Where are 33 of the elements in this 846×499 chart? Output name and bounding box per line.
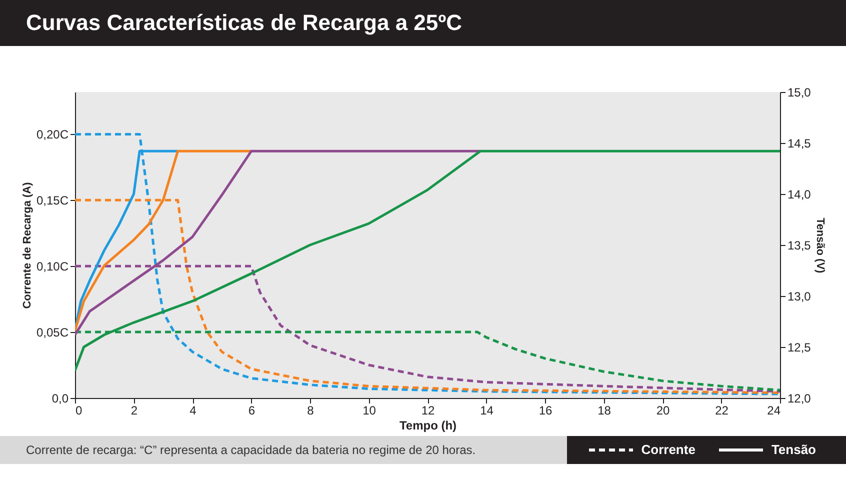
x-tick-label: 10 (362, 404, 376, 418)
chart-title: Curvas Características de Recarga a 25ºC (0, 0, 846, 46)
x-tick-label: 18 (598, 404, 612, 418)
line-series (75, 132, 780, 396)
y2-tick-label: 14,0 (788, 188, 812, 202)
y2-tick-label: 15,0 (788, 86, 812, 100)
x-tick-label: 16 (538, 404, 552, 418)
y-tick-label: 0,15C (36, 194, 69, 208)
x-axis-title: Tempo (h) (399, 418, 457, 432)
x-tick-label: 2 (130, 404, 138, 418)
y2-tick-label: 14,5 (788, 136, 812, 150)
x-tick-label: 8 (307, 404, 314, 418)
x-tick-label: 14 (480, 404, 494, 418)
y2-tick-label: 13,5 (788, 238, 812, 252)
y-axis-title: Corrente de Recarga (A) (21, 182, 34, 309)
y-tick-label: 0,10C (36, 260, 69, 274)
x-tick-label: 4 (190, 404, 197, 418)
text: Tensão (771, 441, 816, 459)
y2-tick-label: 12,0 (788, 392, 812, 406)
y-tick-label: 0,05C (36, 326, 69, 340)
y-tick-label: 0,0 (52, 392, 69, 406)
y-tick-label: 0,20C (36, 128, 69, 142)
text: Corrente de recarga: “C” representa a capacidade da bateria no regime de 20 horas. (26, 442, 476, 459)
x-tick-label: 6 (248, 404, 256, 418)
y2-axis-title: Tensão (V) (814, 218, 826, 274)
y2-tick-label: 12,5 (788, 340, 812, 354)
x-tick-label: 22 (715, 404, 729, 418)
x-tick-label: 0 (76, 404, 82, 418)
text: Corrente (641, 441, 696, 459)
y2-tick-label: 13,0 (788, 290, 812, 304)
x-tick-label: 12 (421, 404, 435, 418)
x-tick-label: 20 (656, 404, 670, 418)
x-tick-label: 24 (767, 404, 781, 418)
